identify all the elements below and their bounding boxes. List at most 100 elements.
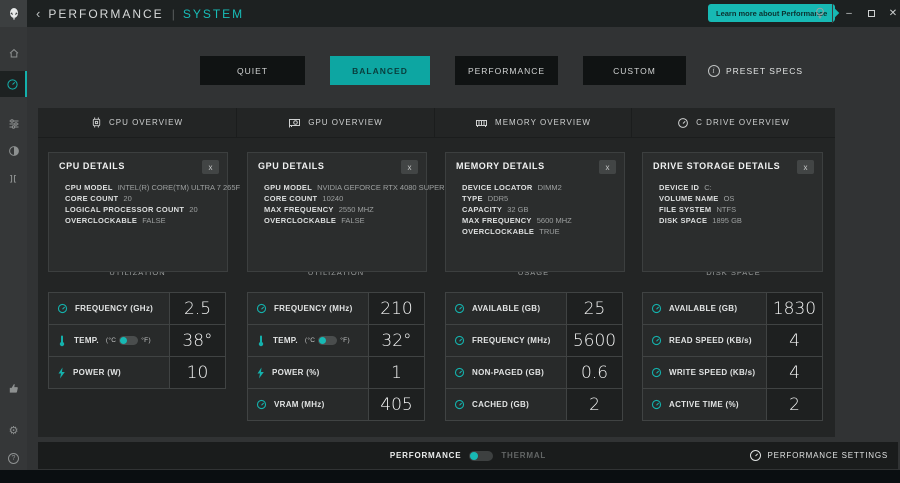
spec-value: NTFS — [716, 205, 737, 214]
metric-value: 38° — [169, 325, 225, 356]
breadcrumb: ‹ PERFORMANCE | SYSTEM — [36, 0, 244, 27]
spec-label: LOGICAL PROCESSOR COUNT — [65, 205, 185, 214]
sidebar-item-help[interactable]: ? — [0, 445, 27, 471]
thermometer-icon — [57, 335, 67, 347]
sidebar-item-headset[interactable]: ][ — [0, 165, 27, 191]
table-row: FREQUENCY (MHz) 210 — [247, 292, 425, 325]
spec-value: OS — [723, 194, 735, 203]
sidebar-item-performance[interactable] — [0, 71, 27, 97]
spec-label: OVERCLOCKABLE — [65, 216, 138, 225]
metric-label: TEMP. — [273, 336, 298, 345]
celsius-label: (°C — [105, 337, 117, 344]
drive-metrics-table: AVAILABLE (GB) 1830 READ SPEED (KB/s) 4 … — [642, 292, 823, 421]
metric-value: 2.5 — [169, 293, 225, 324]
gear-icon: ⚙ — [8, 424, 19, 437]
gauge-icon — [256, 399, 267, 410]
spec-label: GPU MODEL — [264, 183, 313, 192]
gpu-gauge-label: UTILIZATION — [307, 268, 365, 277]
spec-value: 1895 GB — [712, 216, 742, 225]
maximize-icon — [867, 10, 875, 17]
performance-thermal-toggle[interactable] — [469, 450, 494, 461]
metric-value: 32° — [368, 325, 424, 356]
tab-quiet[interactable]: QUIET — [200, 56, 305, 85]
table-row: NON-PAGED (GB) 0.6 — [445, 356, 623, 389]
spec-label: DISK SPACE — [659, 216, 708, 225]
table-row: CACHED (GB) 2 — [445, 388, 623, 421]
sidebar-item-feedback[interactable] — [0, 375, 27, 401]
metric-value: 2 — [766, 389, 822, 420]
tab-balanced[interactable]: BALANCED — [330, 56, 430, 85]
memory-icon — [476, 119, 488, 127]
learn-more-tooltip[interactable]: Learn more about Performance — [708, 4, 836, 22]
performance-settings-label: PERFORMANCE SETTINGS — [767, 451, 888, 460]
tab-performance[interactable]: PERFORMANCE — [455, 56, 558, 85]
metric-label: VRAM (MHz) — [274, 400, 325, 409]
page-subtitle: SYSTEM — [182, 6, 245, 21]
preset-specs-link[interactable]: i PRESET SPECS — [708, 64, 803, 77]
gpu-details-panel: GPU DETAILS x GPU MODEL NVIDIA GEFORCE RT… — [247, 152, 445, 272]
thermal-mode-label: THERMAL — [501, 451, 547, 460]
metric-label: POWER (%) — [272, 368, 320, 377]
tab-custom[interactable]: CUSTOM — [583, 56, 686, 85]
table-row: POWER (W) 10 — [48, 356, 226, 389]
gauge-icon — [651, 335, 662, 346]
metric-value: 4 — [766, 357, 822, 388]
spec-value: 2550 MHZ — [338, 205, 374, 214]
spec-value: INTEL(R) CORE(TM) ULTRA 7 265F — [117, 183, 241, 192]
memory-details-close-button[interactable]: x — [599, 160, 616, 174]
headset-icon: ][ — [9, 173, 18, 183]
gpu-details-close-button[interactable]: x — [401, 160, 418, 174]
table-row: AVAILABLE (GB) 25 — [445, 292, 623, 325]
spec-value: 10240 — [322, 194, 344, 203]
cpu-overview-label: CPU OVERVIEW — [108, 118, 184, 127]
spec-value: 32 GB — [507, 205, 529, 214]
spec-value: 5600 MHZ — [536, 216, 572, 225]
memory-details-panel: MEMORY DETAILS x DEVICE LOCATOR DIMM2 TYP… — [445, 152, 625, 272]
close-button[interactable]: ✕ — [888, 8, 898, 19]
memory-overview-header: MEMORY OVERVIEW — [435, 108, 632, 138]
metric-value: 25 — [566, 293, 622, 324]
metric-value: 4 — [766, 325, 822, 356]
cpu-details-close-button[interactable]: x — [202, 160, 219, 174]
fahrenheit-label: °F) — [340, 337, 350, 344]
spec-value: DIMM2 — [537, 183, 562, 192]
alienware-logo[interactable] — [0, 0, 27, 27]
sidebar-item-home[interactable] — [0, 40, 27, 66]
metric-value: 5600 — [566, 325, 622, 356]
minimize-button[interactable]: – — [846, 8, 852, 19]
metric-label: AVAILABLE (GB) — [669, 304, 738, 313]
temp-unit-toggle[interactable] — [318, 336, 338, 345]
temp-unit-toggle[interactable] — [119, 336, 139, 345]
drive-overview-header: C DRIVE OVERVIEW — [632, 108, 835, 138]
toggle-knob — [470, 451, 479, 460]
metric-value: 1830 — [766, 293, 822, 324]
spec-value: DDR5 — [487, 194, 509, 203]
gpu-overview-header: GPU OVERVIEW — [237, 108, 435, 138]
memory-details-title: MEMORY DETAILS — [456, 161, 545, 171]
memory-column: MEMORY OVERVIEW USAGE MEMORY DETAILS x D… — [435, 108, 632, 437]
spec-label: DEVICE LOCATOR — [462, 183, 533, 192]
sidebar-item-mixer[interactable] — [0, 111, 27, 137]
back-chevron-icon[interactable]: ‹ — [36, 6, 41, 21]
metric-value: 210 — [368, 293, 424, 324]
sidebar-item-theme[interactable] — [0, 138, 27, 164]
metric-label: WRITE SPEED (KB/s) — [669, 368, 756, 377]
metric-value: 2 — [566, 389, 622, 420]
gauge-icon — [651, 399, 662, 410]
table-row: POWER (%) 1 — [247, 356, 425, 389]
drive-details-close-button[interactable]: x — [797, 160, 814, 174]
spec-value: FALSE — [341, 216, 365, 225]
maximize-button[interactable] — [860, 0, 882, 27]
table-row: TEMP. (°C °F) 38° — [48, 324, 226, 357]
overview-panel: CPU OVERVIEW UTILIZATION CPU DETAILS x C… — [38, 108, 835, 437]
gpu-icon — [289, 119, 301, 128]
performance-settings-button[interactable]: PERFORMANCE SETTINGS — [749, 442, 888, 469]
sidebar-item-settings[interactable]: ⚙ — [0, 417, 27, 443]
moon-icon — [8, 146, 19, 156]
cpu-details-title: CPU DETAILS — [59, 161, 125, 171]
gauge-icon — [256, 303, 267, 314]
lightbulb-icon[interactable] — [812, 5, 828, 21]
gpu-metrics-table: FREQUENCY (MHz) 210 TEMP. (°C °F) 32° POW… — [247, 292, 425, 421]
gpu-column: GPU OVERVIEW UTILIZATION GPU DETAILS x G… — [237, 108, 445, 437]
page-title: PERFORMANCE — [48, 6, 164, 21]
